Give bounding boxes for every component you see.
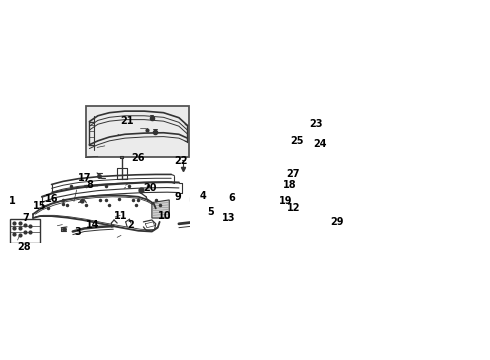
Text: 11: 11 <box>114 211 127 221</box>
Text: 20: 20 <box>144 183 157 193</box>
Text: 16: 16 <box>45 194 58 204</box>
Text: 25: 25 <box>290 136 303 146</box>
Text: 8: 8 <box>86 180 93 190</box>
Text: 1: 1 <box>9 196 16 206</box>
Text: 13: 13 <box>221 213 235 222</box>
Text: 17: 17 <box>77 172 91 183</box>
Text: 14: 14 <box>86 220 99 230</box>
Text: 10: 10 <box>157 211 171 221</box>
Text: 2: 2 <box>128 220 134 230</box>
Text: 5: 5 <box>207 207 214 217</box>
Text: 21: 21 <box>121 116 134 126</box>
Text: 12: 12 <box>287 203 301 213</box>
Text: 27: 27 <box>286 168 299 179</box>
Bar <box>240 187 270 204</box>
Bar <box>86 106 189 157</box>
Text: 29: 29 <box>330 217 344 227</box>
Text: 18: 18 <box>283 180 297 190</box>
Bar <box>240 169 270 184</box>
Polygon shape <box>152 200 169 218</box>
Text: 7: 7 <box>22 213 29 223</box>
Text: 6: 6 <box>228 193 235 203</box>
Text: 28: 28 <box>18 242 31 252</box>
Text: 3: 3 <box>74 227 81 237</box>
Text: 26: 26 <box>132 153 145 163</box>
Text: 24: 24 <box>313 139 326 149</box>
Text: 23: 23 <box>309 119 322 129</box>
Text: 22: 22 <box>174 156 188 166</box>
Text: 9: 9 <box>175 192 181 202</box>
FancyBboxPatch shape <box>10 219 40 243</box>
Text: 19: 19 <box>279 197 292 206</box>
Text: 4: 4 <box>200 191 207 201</box>
Text: 15: 15 <box>33 201 47 211</box>
